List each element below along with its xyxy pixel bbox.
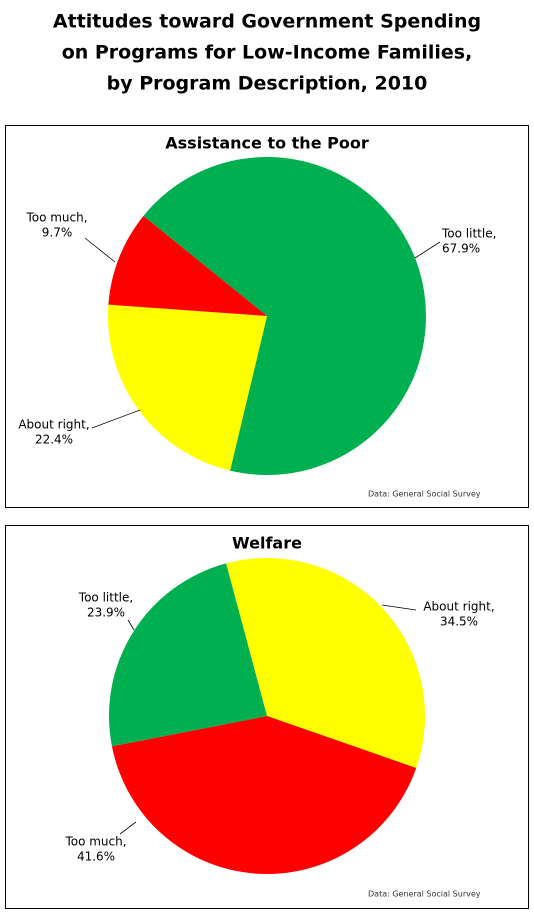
- slice-value-label: 34.5%: [440, 615, 478, 629]
- slice-label: Too little,: [78, 591, 133, 605]
- leader-line: [127, 619, 135, 631]
- slice-value-label: 23.9%: [87, 606, 125, 620]
- slice-label: Too much,: [64, 835, 126, 849]
- source-note: Data: General Social Survey: [368, 890, 481, 899]
- pie-slice: [107, 304, 267, 471]
- leader-line: [119, 821, 137, 835]
- pie-slice: [226, 558, 425, 768]
- slice-label: About right,: [423, 600, 494, 614]
- slice-label: Too little,: [441, 227, 496, 241]
- slice-label: Too much,: [25, 211, 87, 225]
- pie-slice: [108, 563, 267, 747]
- source-note: Data: General Social Survey: [368, 490, 481, 499]
- leader-line: [91, 409, 141, 429]
- page-title: on Programs for Low-Income Families,: [62, 42, 473, 64]
- leader-line: [381, 604, 417, 611]
- leader-line: [84, 237, 116, 263]
- chart-title: Welfare: [232, 534, 302, 553]
- slice-value-label: 67.9%: [442, 242, 480, 256]
- slice-value-label: 41.6%: [77, 850, 115, 864]
- leader-line: [414, 241, 441, 259]
- pie-slice: [111, 716, 417, 874]
- pie-slice: [143, 157, 427, 475]
- chart-title: Assistance to the Poor: [165, 134, 369, 153]
- slice-label: About right,: [18, 418, 89, 432]
- slice-value-label: 9.7%: [42, 226, 73, 240]
- slice-value-label: 22.4%: [35, 433, 73, 447]
- page-title: Attitudes toward Government Spending: [53, 11, 481, 33]
- pie-slice: [108, 215, 267, 316]
- page-title: by Program Description, 2010: [107, 73, 428, 95]
